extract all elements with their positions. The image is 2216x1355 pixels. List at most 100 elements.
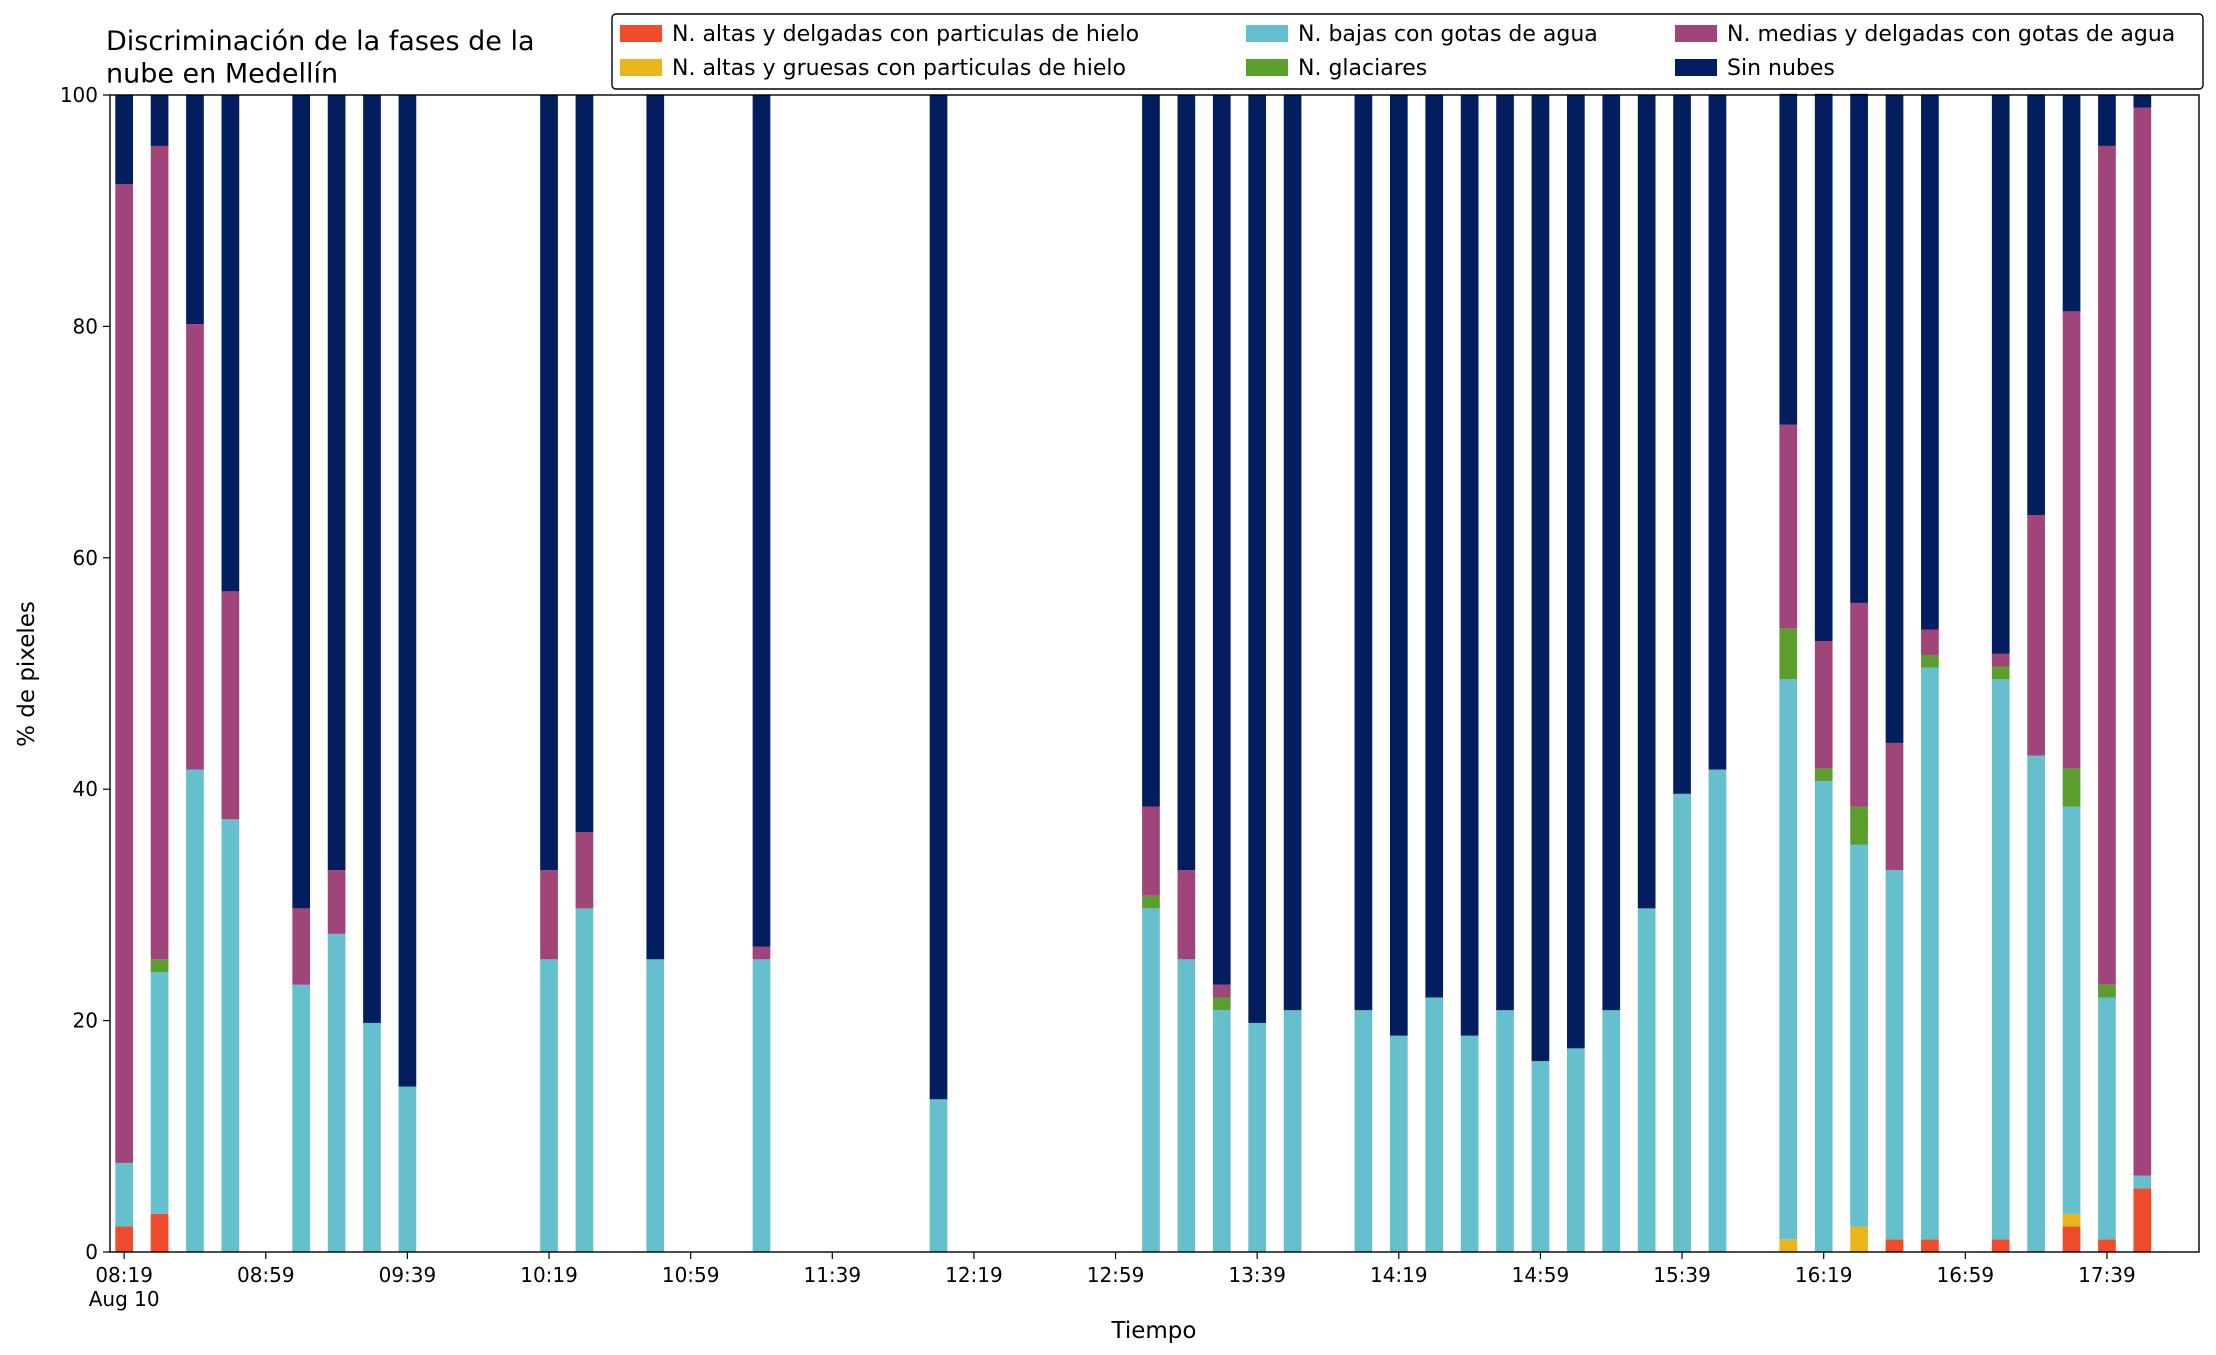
bar-segment bbox=[1142, 908, 1160, 1252]
bar-segment bbox=[2027, 514, 2045, 756]
bar-segment bbox=[2098, 997, 2116, 1240]
bar-segment bbox=[1212, 984, 1231, 998]
bar-segment bbox=[1885, 95, 1904, 743]
bar-segment bbox=[1991, 1239, 2010, 1252]
x-tick-label: 10:59 bbox=[662, 1263, 720, 1287]
bar-segment bbox=[1991, 95, 2010, 654]
bar-segment bbox=[1921, 95, 1939, 630]
bar-segment bbox=[2133, 1188, 2152, 1252]
bar-segment bbox=[646, 95, 665, 960]
bar-segment bbox=[1885, 870, 1904, 1240]
legend-swatch bbox=[620, 25, 662, 42]
bar-segment bbox=[1566, 95, 1585, 1049]
bar-segment bbox=[1142, 806, 1160, 896]
bar-segment bbox=[1850, 806, 1868, 845]
bar-segment bbox=[1566, 1048, 1585, 1252]
bar-segment bbox=[2098, 145, 2116, 985]
bar-segment bbox=[115, 1226, 134, 1252]
legend-swatch bbox=[1675, 59, 1717, 76]
bar-segment bbox=[1142, 895, 1160, 909]
bar-segment bbox=[1212, 1010, 1231, 1252]
y-axis-label: % de pixeles bbox=[14, 601, 40, 747]
bar-segment bbox=[1460, 95, 1479, 1036]
bar-segment bbox=[186, 769, 204, 1252]
bar-segment bbox=[1602, 1010, 1621, 1252]
y-tick-label: 40 bbox=[73, 777, 98, 801]
bar-segment bbox=[292, 908, 311, 985]
bar-segment bbox=[1779, 93, 1798, 425]
bar-segment bbox=[327, 95, 346, 871]
y-tick-label: 80 bbox=[73, 314, 98, 338]
bar-segment bbox=[1389, 95, 1408, 1036]
x-axis-label: Tiempo bbox=[1111, 1318, 1197, 1344]
bar-segment bbox=[1460, 1035, 1479, 1252]
bar-segment bbox=[1708, 95, 1727, 770]
bar-segment bbox=[2133, 1175, 2152, 1189]
bar-segment bbox=[1779, 679, 1798, 1240]
x-tick-label: 15:39 bbox=[1653, 1263, 1711, 1287]
bar-segment bbox=[2133, 95, 2152, 108]
x-tick-label: 13:39 bbox=[1228, 1263, 1286, 1287]
bar-segment bbox=[150, 972, 169, 1214]
bar-segment bbox=[1637, 908, 1656, 1252]
bar-segment bbox=[1425, 997, 1444, 1252]
bar-segment bbox=[1921, 629, 1939, 655]
bar-segment bbox=[1177, 95, 1196, 871]
bar-segment bbox=[115, 184, 134, 1163]
bar-segment bbox=[2062, 768, 2081, 807]
bar-segment bbox=[1248, 1022, 1267, 1252]
bar-segment bbox=[398, 95, 417, 1087]
bar-segment bbox=[1850, 1226, 1868, 1252]
bar-segment bbox=[150, 95, 169, 146]
bar-segment bbox=[1779, 424, 1798, 629]
bar-segment bbox=[1212, 997, 1231, 1011]
y-tick-label: 60 bbox=[73, 546, 98, 570]
plot-frame bbox=[109, 94, 2200, 1253]
legend-swatch bbox=[1246, 59, 1288, 76]
bar-segment bbox=[1177, 959, 1196, 1252]
bar-segment bbox=[1814, 781, 1833, 1252]
bar-segment bbox=[1708, 769, 1727, 1252]
x-tick-label: 14:59 bbox=[1512, 1263, 1570, 1287]
bar-segment bbox=[1921, 1239, 1939, 1252]
x-tick-label: 11:39 bbox=[803, 1263, 861, 1287]
x-tick-label: 08:19 Aug 10 bbox=[89, 1263, 160, 1311]
legend-swatch bbox=[1675, 25, 1717, 42]
bar-segment bbox=[575, 832, 594, 909]
bar-segment bbox=[150, 959, 169, 973]
bar-segment bbox=[1248, 95, 1267, 1023]
bar-segment bbox=[1425, 95, 1444, 998]
bar-segment bbox=[1814, 641, 1833, 769]
y-tick-label: 0 bbox=[85, 1240, 98, 1264]
bar-segment bbox=[363, 1022, 381, 1252]
x-tick-label: 16:19 bbox=[1795, 1263, 1853, 1287]
bar-segment bbox=[221, 591, 240, 820]
bar-segment bbox=[1354, 95, 1373, 1011]
bar-segment bbox=[2027, 755, 2045, 1252]
bar-segment bbox=[1850, 844, 1868, 1227]
x-tick-label: 10:19 bbox=[520, 1263, 578, 1287]
bar-segment bbox=[1496, 1010, 1514, 1252]
bar-segment bbox=[2133, 107, 2152, 1176]
bar-segment bbox=[540, 959, 558, 1252]
bar-segment bbox=[752, 946, 771, 960]
x-tick-label: 12:59 bbox=[1087, 1263, 1145, 1287]
bar-segment bbox=[2062, 1226, 2081, 1252]
bar-segment bbox=[1673, 95, 1691, 794]
bar-segment bbox=[1389, 1035, 1408, 1252]
x-tick-label: 08:59 bbox=[237, 1263, 295, 1287]
bar-segment bbox=[2098, 95, 2116, 146]
bar-segment bbox=[1531, 95, 1550, 1062]
bar-segment bbox=[292, 95, 311, 909]
bar-segment bbox=[1496, 95, 1514, 1011]
legend-label: N. medias y delgadas con gotas de agua bbox=[1727, 22, 2175, 47]
legend-label: N. bajas con gotas de agua bbox=[1298, 22, 1598, 47]
bar-segment bbox=[1991, 666, 2010, 680]
x-tick-label: 09:39 bbox=[379, 1263, 437, 1287]
bar-segment bbox=[115, 95, 134, 185]
bar-segment bbox=[1637, 95, 1656, 909]
x-tick-label: 16:59 bbox=[1936, 1263, 1994, 1287]
bar-segment bbox=[1921, 667, 1939, 1240]
bar-segment bbox=[646, 959, 665, 1252]
bar-segment bbox=[115, 1162, 134, 1227]
